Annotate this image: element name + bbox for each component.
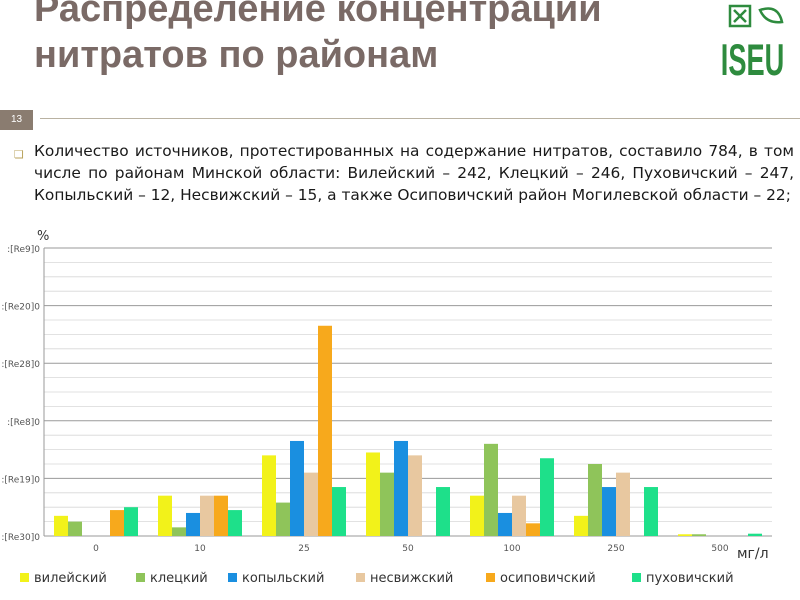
bar-осиповичский-10 (214, 495, 228, 536)
bar-пуховичский-500 (748, 533, 762, 536)
bullet-icon: ❏ (14, 148, 24, 161)
bar-вилейский-250 (574, 515, 588, 536)
bar-копыльский-10 (186, 512, 200, 536)
legend-label: несвижский (370, 571, 454, 586)
nitrate-bar-chart: :[Re30]0 :[Re19]0 :[Re8]0 :[Re28]0 :[Re20]0:… (1, 229, 772, 562)
chart-legend: вилейский клецкий копыльский несвижский осип… (20, 571, 790, 587)
legend-swatch (20, 573, 29, 582)
bar-клецкий-500 (692, 534, 706, 536)
bar-копыльский-25 (290, 440, 304, 536)
logo-text: ISEU (721, 35, 784, 84)
legend-swatch (136, 573, 145, 582)
legend-item-вилейский: вилейский (20, 571, 107, 587)
y-tick-label: :[Re20]0 (1, 303, 40, 313)
bar-осиповичский-25 (318, 325, 332, 536)
bar-клецкий-10 (172, 527, 186, 536)
bar-вилейский-10 (158, 495, 172, 536)
legend-label: вилейский (34, 571, 107, 586)
legend-label: пуховичский (646, 571, 734, 586)
bar-вилейский-0 (54, 515, 68, 536)
legend-label: копыльский (242, 571, 325, 586)
bar-осиповичский-100 (526, 523, 540, 536)
legend-item-пуховичский: пуховичский (632, 571, 734, 587)
bar-пуховичский-50 (436, 487, 450, 536)
bar-пуховичский-25 (332, 487, 346, 536)
y-tick-label: :[Re28]0 (1, 360, 40, 370)
legend-swatch (632, 573, 641, 582)
y-tick-label: :[Re8]0 (7, 418, 40, 428)
legend-swatch (228, 573, 237, 582)
legend-label: осиповичский (500, 571, 596, 586)
bar-пуховичский-250 (644, 487, 658, 536)
y-tick-label: :[Re9]0 (7, 245, 40, 255)
legend-item-клецкий: клецкий (136, 571, 208, 587)
bar-вилейский-100 (470, 495, 484, 536)
bar-осиповичский-0 (110, 510, 124, 536)
x-tick-labels: 0 10 25 50 100 250 500 (93, 544, 729, 554)
bar-несвижский-25 (304, 472, 318, 536)
bar-копыльский-100 (498, 512, 512, 536)
bar-вилейский-50 (366, 452, 380, 536)
x-tick-label: 25 (298, 544, 309, 554)
bar-клецкий-50 (380, 472, 394, 536)
title-divider (40, 118, 800, 119)
x-tick-label: 100 (503, 544, 520, 554)
bar-несвижский-50 (408, 455, 422, 536)
bar-пуховичский-10 (228, 510, 242, 536)
y-tick-label: :[Re19]0 (1, 475, 40, 485)
legend-item-копыльский: копыльский (228, 571, 324, 587)
x-tick-label: 0 (93, 544, 99, 554)
bar-пуховичский-100 (540, 458, 554, 536)
bar-клецкий-250 (588, 464, 602, 536)
x-tick-label: 500 (711, 544, 728, 554)
legend-swatch (486, 573, 495, 582)
bar-копыльский-250 (602, 487, 616, 536)
iseu-logo: ISEU (721, 4, 784, 84)
legend-item-осиповичский: осиповичский (486, 571, 596, 587)
slide-number: 13 (0, 110, 33, 130)
x-tick-label: 10 (194, 544, 206, 554)
x-tick-label: 50 (402, 544, 414, 554)
legend-swatch (356, 573, 365, 582)
bar-пуховичский-0 (124, 507, 138, 536)
y-tick-labels: :[Re30]0 :[Re19]0 :[Re8]0 :[Re28]0 :[Re20]0:… (1, 245, 40, 543)
bar-несвижский-100 (512, 495, 526, 536)
body-text: Количество источников, протестированных … (34, 142, 794, 204)
bar-вилейский-500 (678, 534, 692, 536)
y-axis-label: % (37, 229, 49, 244)
slide-title: Распределение концентраций нитратов по р… (34, 0, 602, 76)
bar-клецкий-100 (484, 443, 498, 536)
bar-копыльский-50 (394, 440, 408, 536)
bar-вилейский-25 (262, 455, 276, 536)
chart-bars (54, 325, 762, 536)
x-axis-label: мг/л (737, 546, 769, 562)
legend-item-несвижский: несвижский (356, 571, 453, 587)
y-tick-label: :[Re30]0 (1, 533, 40, 543)
bar-несвижский-10 (200, 495, 214, 536)
legend-label: клецкий (150, 571, 208, 586)
bar-несвижский-250 (616, 472, 630, 536)
bar-клецкий-0 (68, 521, 82, 536)
x-tick-label: 250 (607, 544, 624, 554)
bar-клецкий-25 (276, 502, 290, 536)
